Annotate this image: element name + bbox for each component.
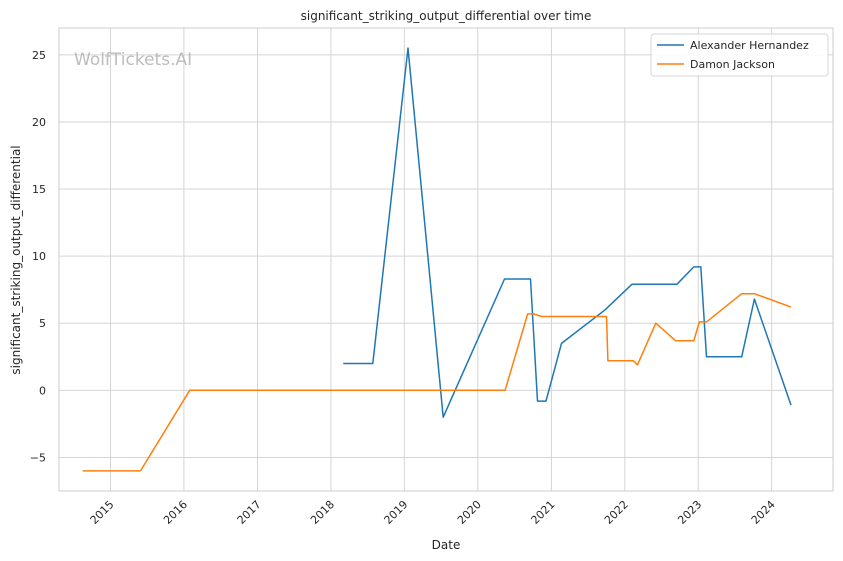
y-axis-title: significant_striking_output_differential [9,145,23,374]
y-tick-label: 25 [32,49,46,62]
x-tick-label: 2024 [749,498,778,527]
x-tick-label: 2022 [602,498,631,527]
series-lines [82,47,792,472]
y-tick-label: 15 [32,183,46,196]
grid [59,28,833,491]
legend-label-alexander-hernandez: Alexander Hernandez [690,39,809,52]
legend: Alexander Hernandez Damon Jackson [650,33,829,77]
x-tick-label: 2015 [88,498,117,527]
x-tick-label: 2023 [675,498,704,527]
y-tick-label: 0 [39,384,46,397]
x-tick-label: 2018 [308,498,337,527]
x-tick-label: 2021 [529,498,558,527]
x-axis-ticks: 2015 2016 2017 2018 2019 2020 2021 2022 2023 2024 [88,498,778,527]
x-tick-label: 2020 [455,498,484,527]
y-tick-label: 10 [32,250,46,263]
series-line-damon-jackson [82,292,792,472]
plot-area-frame [58,27,834,492]
y-tick-label: −5 [30,451,46,464]
y-axis-ticks: −5 0 5 10 15 20 25 [30,49,46,465]
x-axis-title: Date [432,538,461,552]
y-tick-label: 20 [32,116,46,129]
series-line-alexander-hernandez [343,47,792,418]
legend-label-damon-jackson: Damon Jackson [690,58,775,71]
x-tick-label: 2016 [161,498,190,527]
y-tick-label: 5 [39,317,46,330]
watermark-logo: WolfTickets.AI [74,50,192,70]
x-tick-label: 2017 [235,498,264,527]
x-tick-label: 2019 [381,498,410,527]
chart-title: significant_striking_output_differential… [301,9,592,23]
legend-box [650,33,829,77]
